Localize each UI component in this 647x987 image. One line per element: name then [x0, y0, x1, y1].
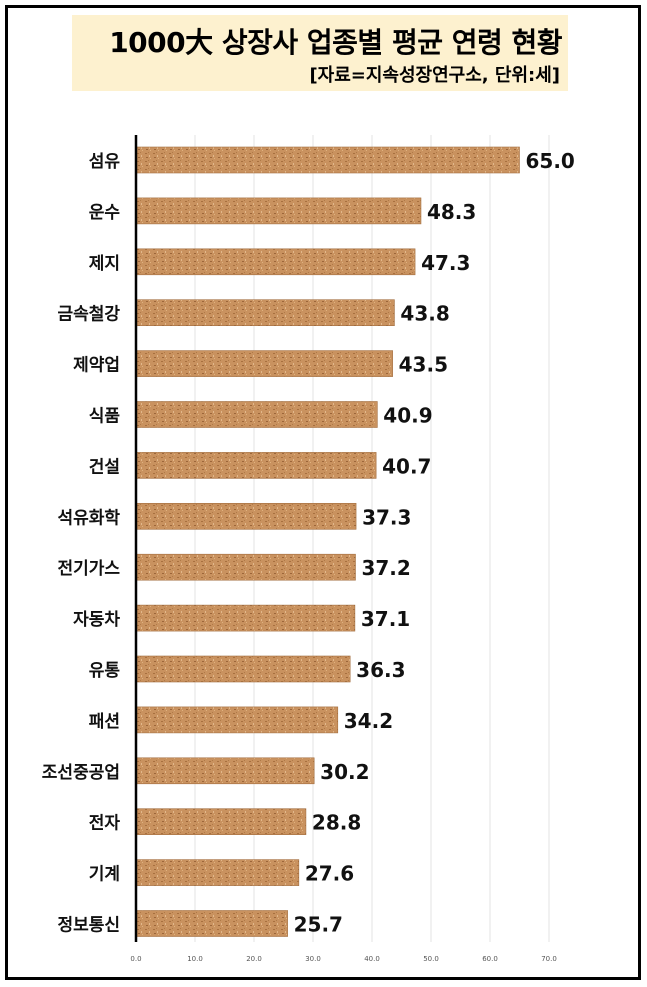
value-label: 27.6 [305, 862, 354, 886]
x-tick-label: 40.0 [364, 955, 380, 963]
value-label: 43.8 [400, 302, 449, 326]
value-label: 43.5 [399, 353, 448, 377]
bar [135, 910, 288, 937]
category-label: 건설 [89, 457, 120, 477]
bar [135, 350, 393, 377]
category-label: 패션 [89, 712, 120, 732]
chart-subtitle: [자료=지속성장연구소, 단위:세] [309, 65, 560, 86]
value-label: 37.3 [362, 505, 411, 529]
x-tick-label: 20.0 [246, 955, 262, 963]
value-label: 30.2 [320, 760, 369, 784]
bar [135, 146, 520, 174]
bar [135, 401, 378, 428]
bar [135, 859, 300, 886]
value-label: 37.2 [361, 556, 410, 580]
category-label: 제지 [89, 254, 120, 274]
bar [135, 299, 395, 327]
category-label: 전자 [89, 814, 121, 834]
value-label: 65.0 [526, 149, 575, 173]
value-label: 37.1 [361, 607, 410, 631]
x-tick-label: 50.0 [423, 955, 439, 963]
category-label: 섬유 [89, 152, 121, 172]
bar [135, 706, 339, 734]
value-label: 36.3 [356, 658, 405, 682]
title-box: 1000大 상장사 업종별 평균 연령 현황 [자료=지속성장연구소, 단위:세… [72, 15, 568, 91]
category-label: 기계 [89, 865, 120, 885]
category-label: 석유화학 [57, 508, 120, 528]
value-label: 47.3 [421, 251, 470, 275]
bar [135, 604, 356, 632]
value-label: 48.3 [427, 200, 476, 224]
category-label: 금속철강 [57, 305, 120, 325]
value-label: 28.8 [312, 811, 361, 835]
category-label: 유통 [89, 661, 121, 681]
category-label: 조선중공업 [42, 763, 120, 783]
bar [135, 248, 416, 276]
category-label: 제약업 [73, 355, 120, 376]
labels: 0.0 10.0 20.0 30.0 40.0 50.0 60.0 70.0 섬유 65.0 운수 4… [42, 149, 575, 963]
bars [135, 146, 520, 937]
bar [135, 553, 356, 581]
category-label: 식품 [89, 407, 121, 427]
bar [135, 452, 377, 479]
value-label: 34.2 [344, 709, 393, 733]
x-tick-label: 60.0 [482, 955, 498, 963]
bar [135, 808, 307, 836]
x-tick-label: 30.0 [305, 955, 321, 963]
value-label: 40.9 [383, 404, 432, 428]
value-label: 25.7 [294, 913, 343, 937]
bar [135, 655, 351, 683]
chart-title: 1000大 상장사 업종별 평균 연령 현황 [109, 26, 562, 59]
x-tick-label: 10.0 [187, 955, 203, 963]
x-tick-label: 70.0 [541, 955, 557, 963]
category-label: 자동차 [73, 610, 120, 630]
bar [135, 197, 422, 225]
x-tick-label: 0.0 [130, 955, 141, 963]
category-label: 정보통신 [57, 916, 120, 936]
bar [135, 502, 357, 530]
value-label: 40.7 [382, 454, 431, 478]
category-label: 운수 [89, 203, 121, 223]
bar [135, 757, 315, 785]
category-label: 전기가스 [57, 559, 120, 579]
